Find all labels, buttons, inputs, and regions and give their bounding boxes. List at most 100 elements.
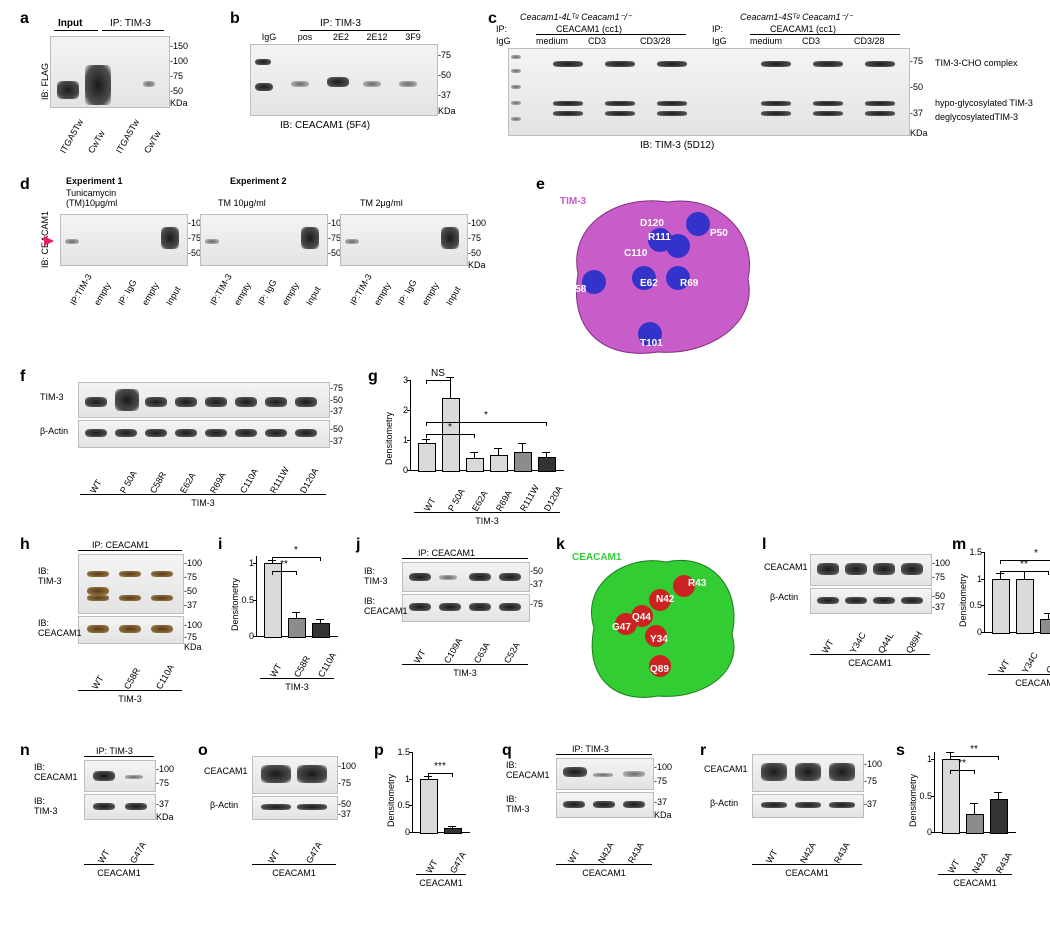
tickmark <box>981 579 984 580</box>
bar <box>990 799 1008 834</box>
axis-y <box>410 380 411 470</box>
mw-tick: -37 <box>932 602 945 612</box>
sig-line <box>428 773 452 774</box>
band <box>205 429 227 437</box>
j-gline <box>402 664 528 665</box>
sig-line <box>426 422 546 423</box>
k-res: Q44 <box>632 612 651 623</box>
d-tm1: Tunicamycin (TM)10μg/ml <box>66 188 117 208</box>
h-gline <box>78 690 182 691</box>
b-lane: IgG <box>252 32 286 42</box>
mw-tick: -75 <box>468 233 481 243</box>
band <box>829 802 855 808</box>
band <box>151 595 173 601</box>
h-lane: C58R <box>122 666 142 691</box>
figure-stage: aInputIP: TIM-3IB: FLAG-150-100-75-50KDa… <box>0 0 1050 940</box>
f-row2: β-Actin <box>40 426 68 436</box>
panel-letter-o: o <box>198 742 208 760</box>
c-geno2: Ceacam1-4Sᵀᵍ Ceacam1⁻/⁻ <box>740 12 853 23</box>
blot-l-top <box>810 554 932 586</box>
axis-y <box>412 752 413 832</box>
c-cc1-1: CEACAM1 (cc1) <box>556 24 622 34</box>
bar <box>418 443 436 472</box>
band <box>399 81 417 87</box>
band <box>87 571 109 577</box>
band <box>845 597 867 604</box>
c-ipl2: IP: <box>712 24 723 34</box>
a-lane: CwTw <box>86 129 107 155</box>
q-gline <box>556 864 652 865</box>
band <box>151 625 173 633</box>
o-lane: G47A <box>304 840 324 865</box>
f-gline <box>80 494 326 495</box>
band <box>469 603 491 611</box>
sig-v <box>950 770 951 774</box>
band <box>605 61 635 67</box>
e-res: C110 <box>624 248 647 259</box>
l-lane: Y34C <box>848 631 868 655</box>
sig-v <box>426 422 427 426</box>
blot-a <box>50 36 170 108</box>
bar <box>1040 619 1050 634</box>
tickmark <box>981 552 984 553</box>
bar <box>1016 579 1034 634</box>
mw-unit: KDa <box>468 260 486 270</box>
sig-line <box>426 380 450 381</box>
k-res: N42 <box>656 594 674 605</box>
k-res: G47 <box>612 622 631 633</box>
mw-tick: -50 <box>468 248 481 258</box>
mw-unit: KDa <box>910 128 928 138</box>
band <box>261 804 291 810</box>
tickmark <box>981 605 984 606</box>
band <box>151 571 173 577</box>
k-title: CEACAM1 <box>572 552 621 563</box>
band <box>85 397 107 407</box>
f-lane: E62A <box>178 471 198 495</box>
n-ip: IP: TIM-3 <box>96 746 133 756</box>
d-lane: empty <box>232 281 253 307</box>
band <box>93 803 115 810</box>
c-igg: IgG <box>496 36 511 46</box>
tim3-structure <box>548 184 768 364</box>
l-gline <box>810 654 930 655</box>
mw-tick: -37 <box>438 90 451 100</box>
band <box>439 603 461 611</box>
xlabel: Q44L <box>1044 651 1050 675</box>
band <box>255 83 273 91</box>
band <box>119 595 141 601</box>
band <box>57 81 79 99</box>
c-side1: TIM-3-CHO complex <box>935 58 1018 68</box>
group-line <box>938 874 1012 875</box>
band <box>85 429 107 437</box>
band <box>295 429 317 437</box>
xlabel: WT <box>268 662 284 679</box>
sig-v <box>272 571 273 575</box>
band <box>345 239 359 244</box>
band <box>261 765 291 783</box>
ytick: 0 <box>394 827 410 837</box>
band <box>469 573 491 581</box>
r-r2: β-Actin <box>710 798 738 808</box>
band <box>901 597 923 604</box>
d-lane: empty <box>372 281 393 307</box>
n-lane: WT <box>96 848 112 865</box>
band <box>761 763 787 781</box>
band <box>297 765 327 783</box>
band <box>291 81 309 87</box>
sig-line <box>272 557 320 558</box>
band <box>87 595 109 601</box>
mw-unit: KDa <box>170 98 188 108</box>
xlabel: N42A <box>970 851 990 875</box>
band <box>865 101 895 106</box>
e-res: T101 <box>640 338 663 349</box>
j-lane: WT <box>412 648 428 665</box>
blot-q-top <box>556 758 654 790</box>
q-line <box>556 754 652 755</box>
c-cond2: CD3/28 <box>854 36 885 46</box>
ytick: 1 <box>392 435 408 445</box>
ytick: 0.5 <box>966 600 982 610</box>
panel-letter-h: h <box>20 536 30 554</box>
bar <box>288 618 306 638</box>
o-gline <box>252 864 336 865</box>
tickmark <box>409 779 412 780</box>
